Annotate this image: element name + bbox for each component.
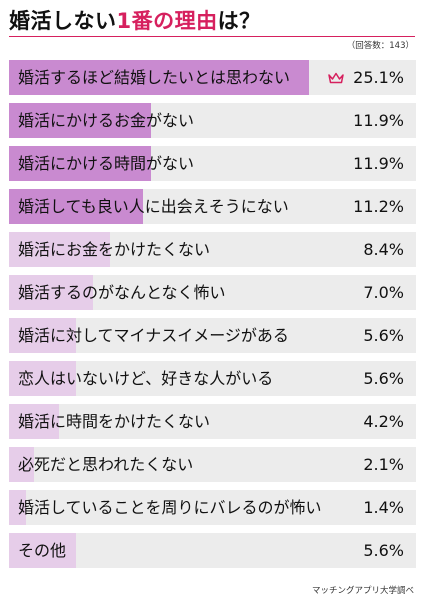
bar-row: 恋人はいないけど、好きな人がいる 5.6%: [9, 361, 416, 396]
bar-row: 婚活していることを周りにバレるのが怖い 1.4%: [9, 490, 416, 525]
source-note: マッチングアプリ大学調べ: [311, 586, 414, 596]
bar-row: 婚活に時間をかけたくない 4.2%: [9, 404, 416, 439]
title-suffix: は？: [217, 9, 261, 33]
chart-title: 婚活しない1番の理由は？: [9, 5, 261, 35]
respondent-count: （回答数：143）: [346, 41, 414, 51]
crown-icon: [328, 72, 344, 84]
category-label: 必死だと思われたくない: [18, 455, 194, 474]
bar: [9, 189, 144, 224]
bar: [9, 318, 77, 353]
bar: [9, 404, 60, 439]
value-label: 4.2%: [363, 412, 404, 431]
category-label: 婚活しても良い人に出会えそうにない: [18, 197, 289, 216]
bar: [9, 60, 310, 95]
bar-row: 婚活にかける時間がない 11.9%: [9, 146, 416, 181]
value-label: 11.9%: [353, 154, 404, 173]
title-underline: [9, 36, 415, 37]
category-label: その他: [18, 541, 67, 560]
category-label: 恋人はいないけど、好きな人がいる: [18, 369, 274, 388]
bar-row: 婚活にお金をかけたくない 8.4%: [9, 232, 416, 267]
title-accent: 1番の理由: [116, 9, 218, 33]
category-label: 婚活にかけるお金がない: [18, 111, 195, 130]
category-label: 婚活に対してマイナスイメージがある: [18, 326, 289, 345]
bar-row: 婚活にかけるお金がない 11.9%: [9, 103, 416, 138]
value-label: 7.0%: [363, 283, 404, 302]
value-label: 5.6%: [363, 326, 404, 345]
value-label: 25.1%: [353, 68, 404, 87]
value-label: 2.1%: [363, 455, 404, 474]
value-label: 5.6%: [363, 541, 404, 560]
bar: [9, 146, 152, 181]
bar-row: その他 5.6%: [9, 533, 416, 568]
category-label: 婚活にかける時間がない: [18, 154, 195, 173]
bar-row: 婚活するほど結婚したいとは思わない 25.1%: [9, 60, 416, 95]
bar-row: 必死だと思われたくない 2.1%: [9, 447, 416, 482]
bar-row: 婚活に対してマイナスイメージがある 5.6%: [9, 318, 416, 353]
bar: [9, 361, 77, 396]
value-label: 8.4%: [363, 240, 404, 259]
bar-row: 婚活するのがなんとなく怖い 7.0%: [9, 275, 416, 310]
bar: [9, 232, 110, 267]
value-label: 11.9%: [353, 111, 404, 130]
bar: [9, 490, 26, 525]
bar: [9, 275, 93, 310]
value-label: 5.6%: [363, 369, 404, 388]
value-label: 1.4%: [363, 498, 404, 517]
category-label: 婚活していることを周りにバレるのが怖い: [18, 498, 322, 517]
value-label: 11.2%: [353, 197, 404, 216]
category-label: 婚活するのがなんとなく怖い: [18, 283, 226, 302]
bar: [9, 533, 77, 568]
title-main: 婚活しない: [9, 9, 117, 33]
bar: [9, 447, 35, 482]
category-label: 婚活するほど結婚したいとは思わない: [18, 68, 291, 87]
bar: [9, 103, 152, 138]
bar-row: 婚活しても良い人に出会えそうにない 11.2%: [9, 189, 416, 224]
category-label: 婚活に時間をかけたくない: [18, 412, 211, 431]
category-label: 婚活にお金をかけたくない: [18, 240, 211, 259]
